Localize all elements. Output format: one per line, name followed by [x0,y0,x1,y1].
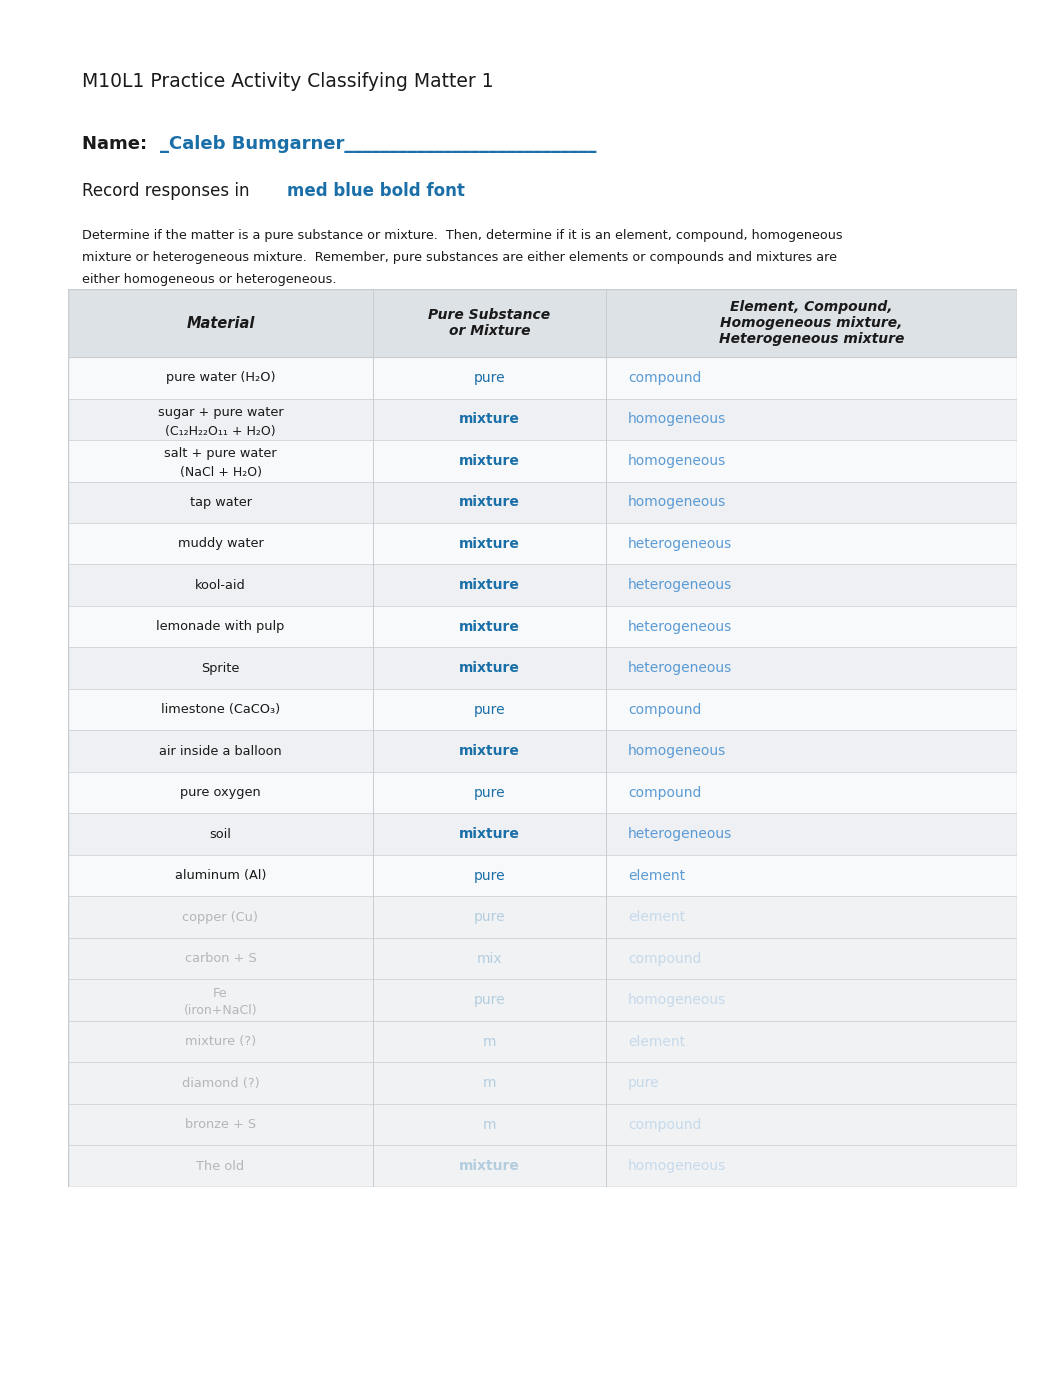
Text: muddy water: muddy water [177,537,263,551]
Text: mixture: mixture [459,454,520,468]
Text: compound: compound [628,952,701,965]
Text: pure: pure [474,993,506,1007]
Text: homogeneous: homogeneous [628,412,726,427]
FancyBboxPatch shape [68,938,1017,979]
Text: m: m [483,1118,496,1132]
Text: mixture: mixture [459,578,520,592]
Text: pure water (H₂O): pure water (H₂O) [166,372,275,384]
Text: sugar + pure water: sugar + pure water [157,406,284,419]
Text: Name:: Name: [82,135,159,153]
Text: Fe: Fe [213,987,228,1000]
FancyBboxPatch shape [68,398,1017,441]
FancyBboxPatch shape [68,1063,1017,1104]
FancyBboxPatch shape [68,1020,1017,1063]
Text: compound: compound [628,1118,701,1132]
FancyBboxPatch shape [68,896,1017,938]
FancyBboxPatch shape [68,855,1017,896]
Text: mixture: mixture [459,661,520,675]
Text: heterogeneous: heterogeneous [628,537,733,551]
Text: aluminum (Al): aluminum (Al) [175,869,267,883]
Text: pure: pure [474,702,506,717]
Text: (NaCl + H₂O): (NaCl + H₂O) [179,467,261,479]
FancyBboxPatch shape [68,289,1017,1187]
Text: Record responses in: Record responses in [82,182,255,200]
Text: mixture: mixture [459,1159,520,1173]
Text: The old: The old [196,1159,244,1173]
Text: element: element [628,910,685,924]
Text: tap water: tap water [189,496,252,508]
Text: lemonade with pulp: lemonade with pulp [156,620,285,633]
Text: heterogeneous: heterogeneous [628,661,733,675]
Text: Material: Material [186,315,255,330]
Text: homogeneous: homogeneous [628,993,726,1007]
Text: pure: pure [474,370,506,384]
Text: element: element [628,869,685,883]
Text: m: m [483,1077,496,1091]
FancyBboxPatch shape [68,772,1017,814]
Text: compound: compound [628,786,701,800]
Text: mixture: mixture [459,744,520,759]
Text: med blue bold font: med blue bold font [287,182,465,200]
Text: M10L1 Practice Activity Classifying Matter 1: M10L1 Practice Activity Classifying Matt… [82,72,494,91]
Text: compound: compound [628,702,701,717]
Text: either homogeneous or heterogeneous.: either homogeneous or heterogeneous. [82,273,337,286]
Text: kool-aid: kool-aid [195,578,246,592]
Text: mix: mix [477,952,502,965]
Text: carbon + S: carbon + S [185,953,256,965]
Text: mixture: mixture [459,537,520,551]
Text: (iron+NaCl): (iron+NaCl) [184,1004,257,1016]
Text: copper (Cu): copper (Cu) [183,910,258,924]
FancyBboxPatch shape [68,688,1017,731]
Text: mixture or heterogeneous mixture.  Remember, pure substances are either elements: mixture or heterogeneous mixture. Rememb… [82,251,837,264]
FancyBboxPatch shape [68,647,1017,688]
Text: limestone (CaCO₃): limestone (CaCO₃) [160,704,280,716]
FancyBboxPatch shape [68,1104,1017,1146]
Text: m: m [483,1034,496,1049]
Text: Sprite: Sprite [202,662,240,675]
Text: homogeneous: homogeneous [628,454,726,468]
Text: mixture: mixture [459,412,520,427]
Text: diamond (?): diamond (?) [182,1077,259,1089]
Text: pure: pure [628,1077,660,1091]
Text: _Caleb Bumgarner____________________________: _Caleb Bumgarner________________________… [160,135,597,153]
Text: mixture: mixture [459,620,520,633]
FancyBboxPatch shape [68,289,1017,357]
Text: heterogeneous: heterogeneous [628,578,733,592]
FancyBboxPatch shape [68,606,1017,647]
Text: bronze + S: bronze + S [185,1118,256,1132]
Text: mixture: mixture [459,496,520,509]
Text: homogeneous: homogeneous [628,496,726,509]
FancyBboxPatch shape [68,357,1017,398]
Text: pure: pure [474,869,506,883]
Text: mixture: mixture [459,828,520,841]
Text: salt + pure water: salt + pure water [165,448,277,460]
Text: soil: soil [209,828,232,841]
FancyBboxPatch shape [68,731,1017,772]
Text: homogeneous: homogeneous [628,1159,726,1173]
Text: pure: pure [474,786,506,800]
Text: air inside a balloon: air inside a balloon [159,745,281,757]
Text: compound: compound [628,370,701,384]
FancyBboxPatch shape [68,565,1017,606]
Text: pure oxygen: pure oxygen [181,786,261,799]
FancyBboxPatch shape [68,441,1017,482]
Text: pure: pure [474,910,506,924]
FancyBboxPatch shape [68,814,1017,855]
Text: Determine if the matter is a pure substance or mixture.  Then, determine if it i: Determine if the matter is a pure substa… [82,229,842,242]
FancyBboxPatch shape [68,979,1017,1020]
Text: mixture (?): mixture (?) [185,1036,256,1048]
FancyBboxPatch shape [68,523,1017,565]
Text: heterogeneous: heterogeneous [628,620,733,633]
FancyBboxPatch shape [68,482,1017,523]
Text: heterogeneous: heterogeneous [628,828,733,841]
Text: element: element [628,1034,685,1049]
Text: (C₁₂H₂₂O₁₁ + H₂O): (C₁₂H₂₂O₁₁ + H₂O) [166,424,276,438]
Text: Element, Compound,
Homogeneous mixture,
Heterogeneous mixture: Element, Compound, Homogeneous mixture, … [719,300,904,346]
Text: homogeneous: homogeneous [628,744,726,759]
Text: Pure Substance
or Mixture: Pure Substance or Mixture [428,308,550,339]
FancyBboxPatch shape [68,1146,1017,1187]
